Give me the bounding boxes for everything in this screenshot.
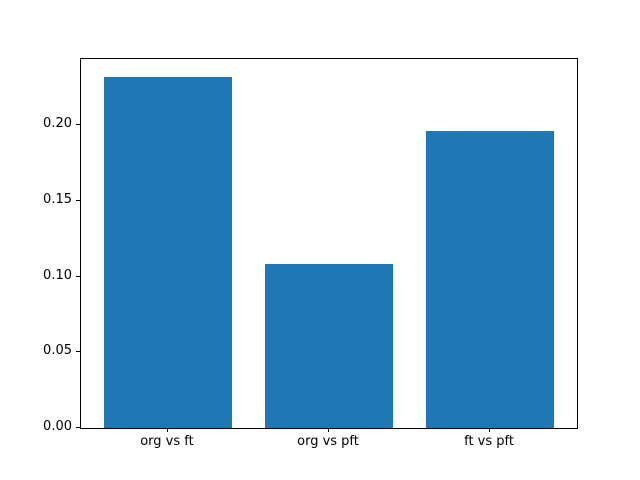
plot-area — [80, 58, 578, 429]
x-tick-mark — [328, 428, 329, 432]
x-tick-label: org vs pft — [297, 434, 359, 449]
bar-org-vs-ft — [103, 76, 233, 428]
y-tick-label: 0.05 — [43, 343, 72, 359]
bar-org-vs-pft — [264, 264, 394, 428]
y-tick-mark — [76, 275, 80, 277]
bar-ft-vs-pft — [425, 131, 555, 428]
x-tick-label: org vs ft — [140, 434, 194, 449]
x-tick-mark — [489, 428, 491, 432]
y-tick-label: 0.15 — [43, 191, 72, 207]
y-tick-label: 0.20 — [43, 116, 72, 132]
y-tick-mark — [76, 199, 80, 201]
x-tick-mark — [166, 428, 168, 432]
x-tick-label: ft vs pft — [464, 434, 514, 449]
y-tick-label: 0.00 — [43, 419, 72, 434]
y-tick-label: 0.10 — [43, 267, 72, 283]
y-tick-mark — [76, 351, 80, 353]
y-tick-mark — [76, 427, 80, 428]
y-tick-mark — [76, 124, 80, 126]
